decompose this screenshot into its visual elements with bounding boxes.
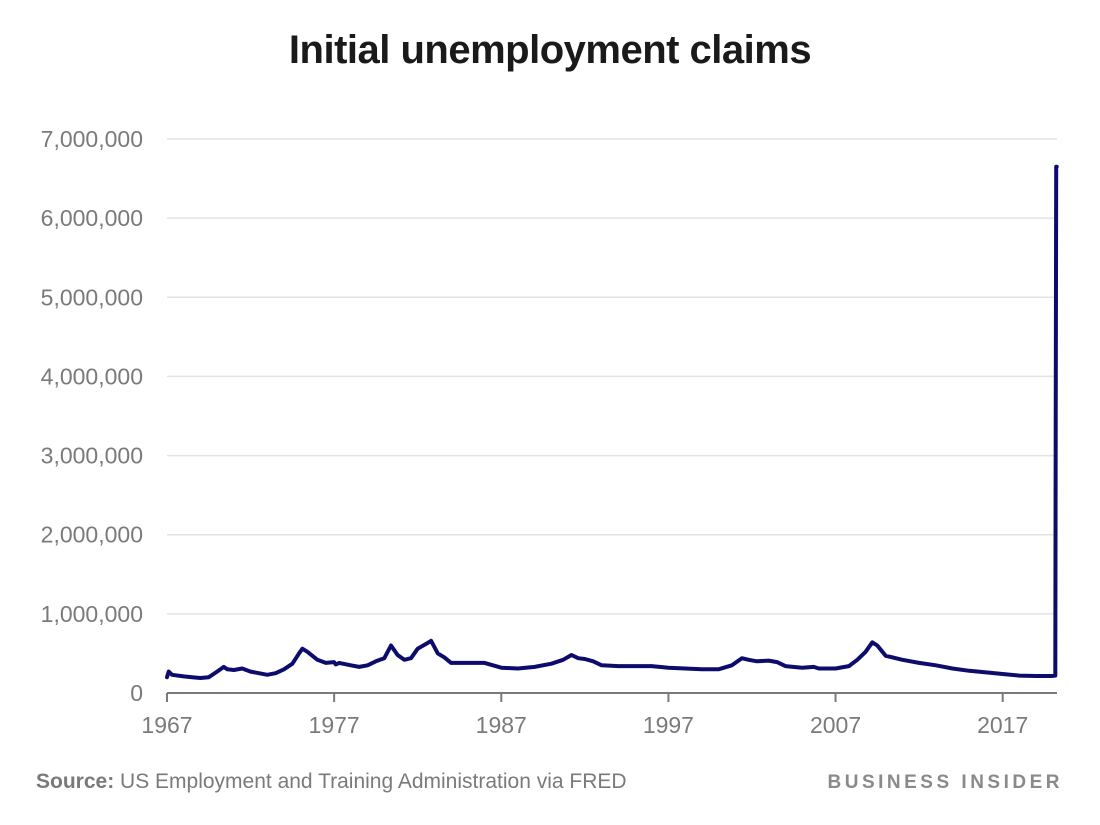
y-tick-label-2: 2,000,000	[41, 522, 143, 548]
y-tick-label-5: 5,000,000	[41, 284, 143, 310]
source-label: Source:	[36, 770, 115, 793]
x-tick-label-1: 1977	[309, 712, 360, 738]
brand-logo-text: BUSINESS INSIDER	[827, 772, 1063, 793]
y-tick-label-6: 6,000,000	[41, 205, 143, 231]
y-tick-label-4: 4,000,000	[41, 363, 143, 389]
x-axis-ticks: 1967 1977 1987 1997 2007 2017	[141, 693, 1028, 738]
y-tick-label-7: 7,000,000	[41, 126, 143, 152]
chart-title: Initial unemployment claims	[288, 28, 812, 72]
y-axis-ticks: 0 1,000,000 2,000,000 3,000,000 4,000,000 5,0…	[41, 126, 143, 706]
y-tick-label-1: 1,000,000	[41, 601, 143, 627]
x-tick-label-2: 1987	[476, 712, 527, 738]
y-tick-label-0: 0	[130, 680, 143, 706]
x-tick-label-3: 1997	[643, 712, 694, 738]
gridlines	[167, 138, 1057, 615]
x-tick-label-5: 2017	[977, 712, 1028, 738]
y-tick-label-3: 3,000,000	[41, 443, 143, 469]
x-tick-label-0: 1967	[141, 712, 192, 738]
series-line-initial-claims	[165, 164, 1059, 680]
source-text: US Employment and Training Administratio…	[114, 770, 627, 793]
source-note: Source: US Employment and Training Admin…	[36, 770, 627, 794]
x-tick-label-4: 2007	[810, 712, 861, 738]
